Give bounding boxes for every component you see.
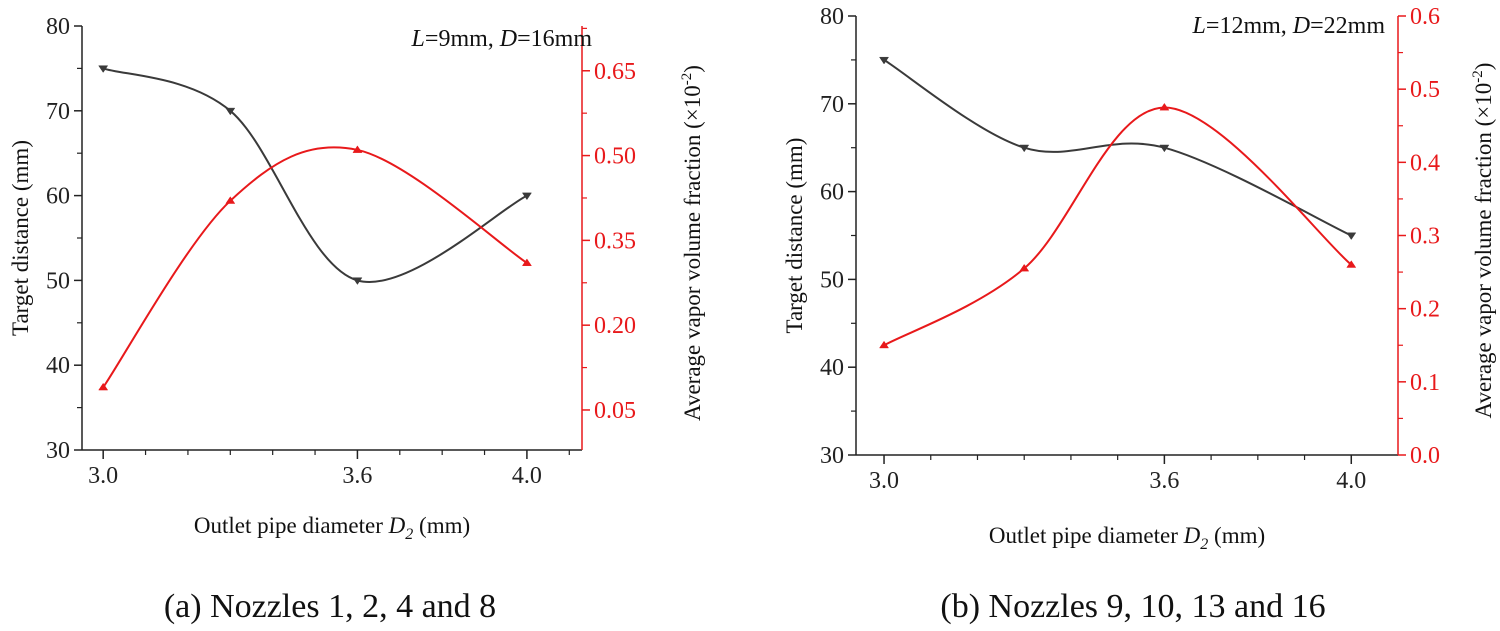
y-right-axis-label-close: )	[680, 65, 705, 73]
y-right-axis-label: Average vapor volume fraction (×10-2)	[1470, 63, 1496, 419]
y-right-tick-label: 0.5	[1410, 77, 1440, 103]
chart-b: 3.0 3.6 4.0 30 40 50 60 70 80 0.0 0.1 0.2 0.3 0.4 0.5 0…	[782, 4, 1496, 625]
y-right-tick-label: 0.1	[1410, 370, 1440, 396]
annotation-D-var: D	[499, 26, 517, 52]
parameter-annotation: L=12mm, D=22mm	[1192, 13, 1386, 39]
y-left-tick-label: 60	[820, 180, 844, 206]
y-right-axis-label-text: Average vapor volume fraction (×10	[680, 85, 705, 421]
y-right-axis-label-text: Average vapor volume fraction (×10	[1471, 83, 1496, 419]
x-axis-label-var: D	[388, 513, 406, 538]
y-right-tick-label: 0.6	[1410, 4, 1440, 30]
y-right-tick-label: 0.35	[594, 228, 636, 254]
y-left-axis-label: Target distance (mm)	[8, 140, 33, 336]
y-left-tick-label: 30	[820, 443, 844, 469]
target-distance-point	[1346, 232, 1357, 241]
chart-caption: (b) Nozzles 9, 10, 13 and 16	[940, 588, 1325, 625]
y-right-tick-label: 0.20	[594, 313, 636, 339]
target-distance-point	[225, 107, 236, 116]
annotation-L-var: L	[411, 26, 425, 52]
x-axis-label: Outlet pipe diameter D2 (mm)	[194, 513, 470, 543]
y-left-tick-label: 70	[820, 92, 844, 118]
y-left-tick-label: 30	[46, 438, 70, 464]
x-axis-label-subscript: 2	[405, 526, 413, 543]
y-right-tick-label: 0.3	[1410, 224, 1440, 250]
vapor-fraction-point	[1346, 260, 1357, 268]
target-distance-point	[98, 65, 109, 73]
annotation-D-value: =22mm	[1310, 13, 1385, 39]
target-distance-point	[879, 56, 890, 65]
y-right-tick-label: 0.4	[1410, 150, 1440, 176]
annotation-L-var: L	[1192, 13, 1206, 39]
y-right-axis-label-close: )	[1471, 63, 1496, 71]
y-right-tick-label: 0.50	[594, 144, 636, 170]
target-distance-point	[521, 192, 532, 201]
vapor-fraction-point	[1159, 102, 1170, 111]
target-distance-point	[1019, 144, 1030, 153]
x-axis-label-text: Outlet pipe diameter	[194, 513, 389, 538]
vapor-fraction-point	[98, 382, 109, 391]
y-right-tick-label: 0.05	[594, 398, 636, 424]
y-right-axis-label-superscript: -2	[679, 73, 695, 86]
y-right-tick-label: 0.65	[594, 59, 636, 85]
y-left-tick-label: 80	[820, 4, 844, 30]
y-right-axis-label: Average vapor volume fraction (×10-2)	[679, 65, 705, 421]
y-left-tick-label: 40	[46, 353, 70, 379]
y-right-tick-label: 0.2	[1410, 297, 1440, 323]
vapor-fraction-point	[521, 258, 532, 266]
y-left-tick-label: 50	[820, 267, 844, 293]
y-left-axis-label: Target distance (mm)	[782, 138, 807, 334]
target-distance-line	[883, 59, 1352, 237]
y-right-tick-label: 0.0	[1410, 443, 1440, 469]
annotation-D-value: =16mm	[517, 26, 592, 52]
x-tick-label: 3.0	[88, 463, 118, 489]
vapor-fraction-point	[352, 145, 363, 153]
target-distance-point	[1159, 144, 1170, 153]
x-tick-label: 3.6	[1149, 468, 1179, 494]
y-right-axis-label-superscript: -2	[1470, 70, 1486, 83]
x-axis-label-text: Outlet pipe diameter	[989, 523, 1184, 548]
vapor-fraction-point	[225, 196, 236, 204]
y-left-tick-label: 70	[46, 99, 70, 125]
y-left-tick-label: 40	[820, 355, 844, 381]
annotation-L-value: =9mm,	[425, 26, 500, 52]
annotation-L-value: =12mm,	[1206, 13, 1293, 39]
vapor-fraction-line	[883, 106, 1352, 347]
target-distance-line	[102, 67, 528, 283]
x-axis-label-unit: (mm)	[1208, 523, 1265, 548]
x-tick-label: 4.0	[512, 463, 542, 489]
y-left-tick-label: 60	[46, 184, 70, 210]
chart-a: 3.0 3.6 4.0 30 40 50 60 70 80 0.05 0.20 0.35 0.50 0.6…	[8, 14, 705, 625]
vapor-fraction-point	[879, 340, 890, 349]
x-tick-label: 4.0	[1336, 468, 1366, 494]
x-axis-label: Outlet pipe diameter D2 (mm)	[989, 523, 1265, 553]
vapor-fraction-line	[102, 146, 528, 388]
annotation-D-var: D	[1292, 13, 1310, 39]
x-axis-label-subscript: 2	[1200, 536, 1208, 553]
target-distance-point	[352, 277, 363, 285]
y-left-tick-label: 50	[46, 268, 70, 294]
vapor-fraction-point	[1019, 263, 1030, 272]
parameter-annotation: L=9mm, D=16mm	[411, 26, 593, 52]
x-tick-label: 3.6	[342, 463, 372, 489]
chart-caption: (a) Nozzles 1, 2, 4 and 8	[164, 588, 496, 625]
x-tick-label: 3.0	[869, 468, 899, 494]
y-left-tick-label: 80	[46, 14, 70, 40]
x-axis-label-unit: (mm)	[413, 513, 470, 538]
x-axis-label-var: D	[1183, 523, 1201, 548]
